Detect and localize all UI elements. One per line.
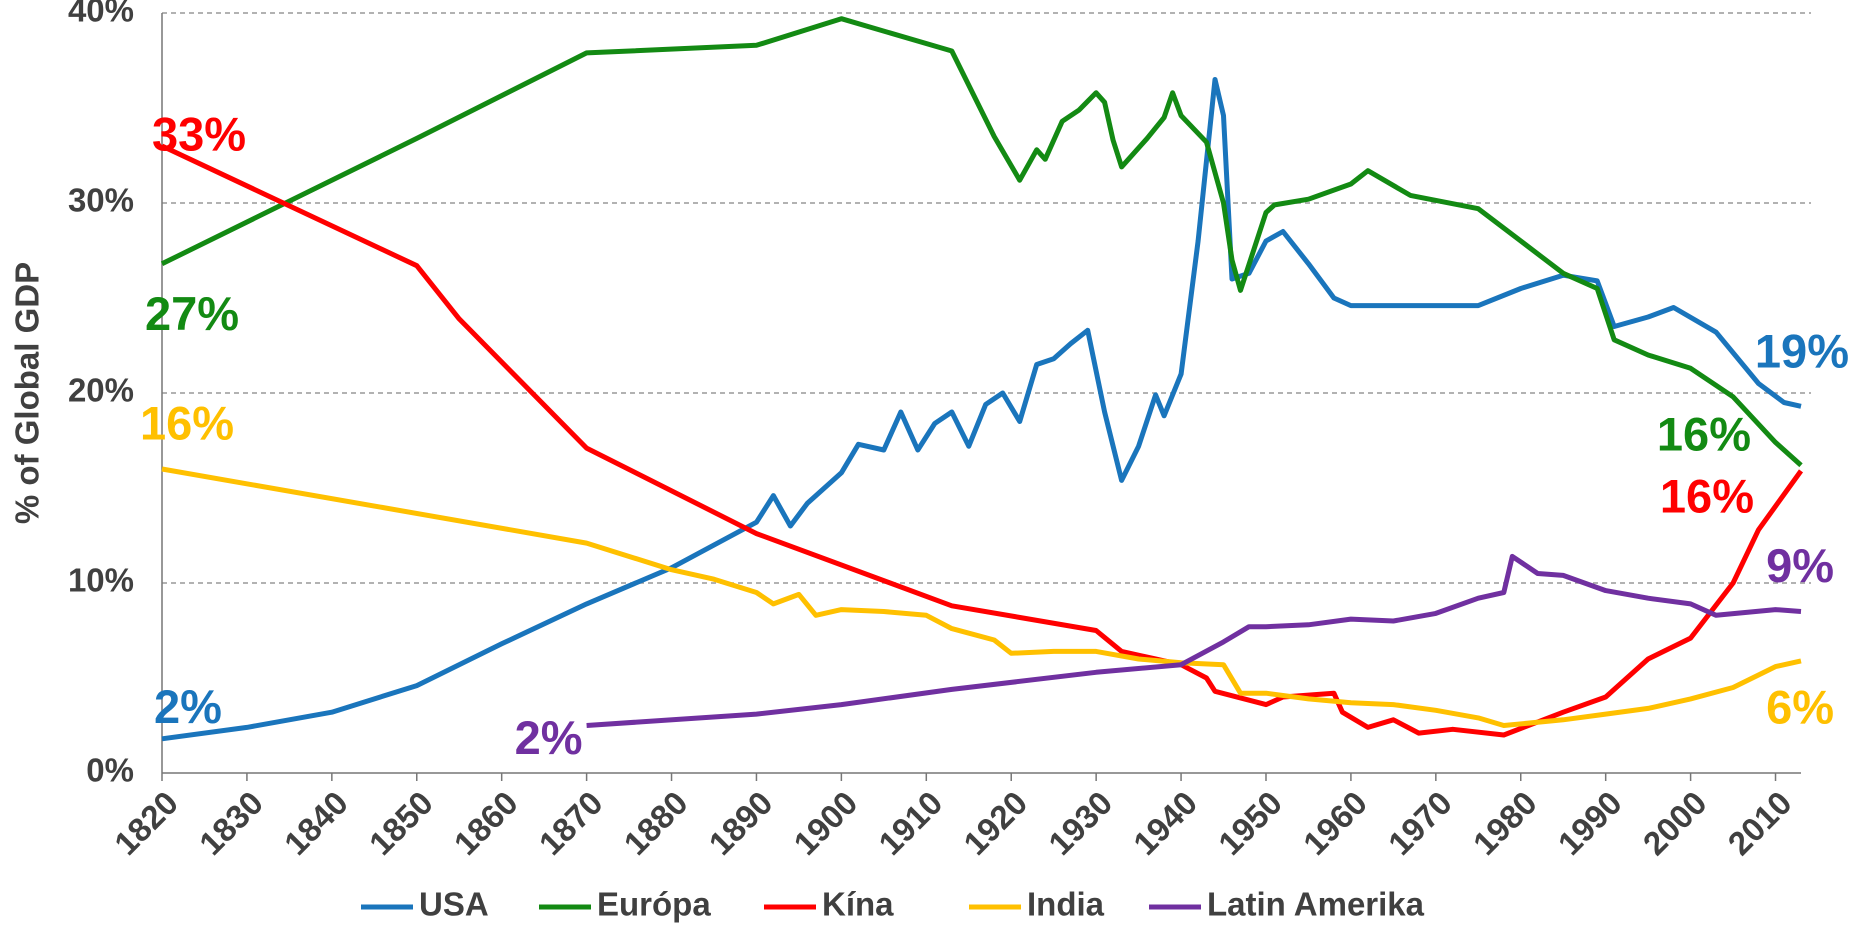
x-tick-label: 1990 — [1551, 784, 1629, 862]
y-tick-label: 0% — [86, 752, 134, 789]
x-tick-label: 1840 — [277, 784, 355, 862]
y-tick-label: 10% — [68, 562, 134, 599]
line — [161, 77, 1802, 742]
start-label: 27% — [145, 287, 239, 340]
legend-label: Latin Amerika — [1207, 886, 1425, 923]
legend-label: India — [1027, 886, 1105, 923]
y-tick-label: 30% — [68, 182, 134, 219]
x-tick-label: 2010 — [1721, 784, 1799, 862]
x-tick-label: 1830 — [192, 784, 270, 862]
x-tick-label: 1900 — [786, 784, 864, 862]
line — [586, 553, 1802, 728]
x-tick-label: 1850 — [362, 784, 440, 862]
start-label: 2% — [154, 680, 222, 733]
x-tick-label: 1980 — [1466, 784, 1544, 862]
end-label: 16% — [1660, 469, 1754, 522]
end-label: 9% — [1766, 539, 1834, 592]
x-tick-label: 2000 — [1636, 784, 1714, 862]
y-axis-label: % of Global GDP — [9, 262, 46, 524]
line — [160, 143, 1804, 738]
x-tick-label: 1860 — [447, 784, 525, 862]
legend-label: USA — [419, 886, 489, 923]
legend-label: Európa — [597, 886, 711, 923]
start-label: 16% — [140, 396, 234, 449]
x-tick-label: 1920 — [956, 784, 1034, 862]
line — [161, 466, 1802, 728]
y-tick-label: 20% — [68, 372, 134, 409]
x-tick-label: 1890 — [701, 784, 779, 862]
start-label: 33% — [152, 107, 246, 160]
start-label: 2% — [515, 711, 583, 764]
x-tick-label: 1870 — [532, 784, 610, 862]
x-tick-label: 1950 — [1211, 784, 1289, 862]
x-tick-label: 1970 — [1381, 784, 1459, 862]
end-label: 16% — [1657, 408, 1751, 461]
end-label: 6% — [1766, 680, 1834, 733]
x-tick-label: 1940 — [1126, 784, 1204, 862]
x-tick-label: 1960 — [1296, 784, 1374, 862]
x-tick-label: 1930 — [1041, 784, 1119, 862]
legend-label: Kína — [822, 886, 894, 923]
x-tick-label: 1910 — [871, 784, 949, 862]
y-tick-label: 40% — [68, 0, 134, 29]
line — [160, 16, 1803, 468]
x-tick-label: 1880 — [617, 784, 695, 862]
x-tick-label: 1820 — [107, 784, 185, 862]
end-label: 19% — [1755, 325, 1849, 378]
